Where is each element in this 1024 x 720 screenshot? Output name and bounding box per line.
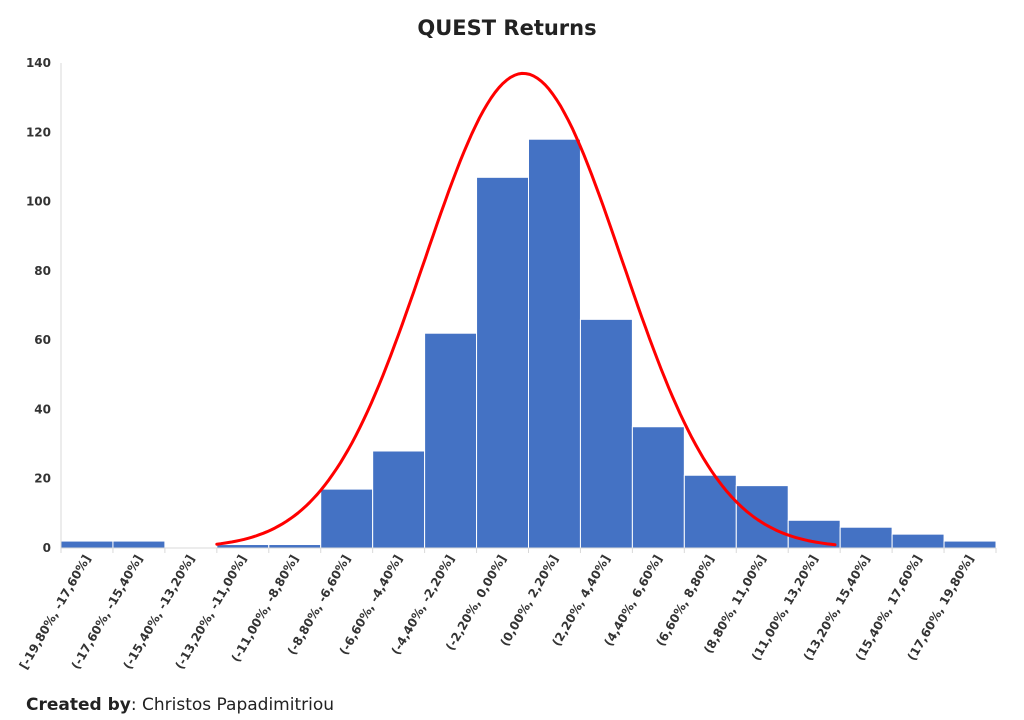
histogram-bar — [372, 450, 426, 549]
histogram-bar — [320, 488, 374, 549]
x-tick-label: (6,60%, 8,80%] — [653, 553, 717, 649]
histogram-bar — [112, 540, 166, 549]
histogram-bar — [735, 485, 789, 549]
x-tick-label: (0,00%, 2,20%] — [497, 553, 561, 649]
y-tick-label: 80 — [34, 264, 51, 278]
histogram-bar — [528, 138, 581, 549]
curve-layer — [215, 71, 837, 547]
credit-name: Christos Papadimitriou — [142, 695, 335, 715]
y-tick-label: 140 — [26, 56, 51, 70]
credit-separator: : — [130, 695, 142, 715]
y-tick-label: 20 — [34, 472, 51, 486]
histogram-bar — [683, 474, 737, 549]
histogram-bar — [839, 526, 893, 549]
histogram-bar — [268, 544, 322, 549]
x-tick-label: (2,20%, 4,40%] — [549, 553, 613, 649]
y-tick-label: 40 — [34, 402, 51, 416]
histogram-bar — [891, 533, 945, 549]
histogram-bar — [216, 544, 270, 549]
histogram-bar — [631, 426, 685, 549]
y-tick-label: 60 — [34, 333, 51, 347]
credit-line: Created by: Christos Papadimitriou — [26, 695, 334, 715]
normal-fit-curve — [215, 71, 837, 547]
credit-label: Created by — [26, 695, 131, 715]
y-tick-label: 0 — [43, 541, 51, 555]
x-tick-label: (4,40%, 6,60%] — [601, 553, 665, 649]
y-tick-label: 120 — [26, 125, 51, 139]
histogram-bar — [60, 540, 114, 549]
histogram-bar — [579, 318, 633, 549]
bars-layer — [60, 138, 997, 549]
histogram-bar — [476, 176, 529, 549]
y-tick-label: 100 — [26, 195, 51, 209]
histogram-bar — [943, 540, 997, 549]
histogram-bar — [424, 332, 478, 549]
chart-title: QUEST Returns — [417, 16, 597, 40]
